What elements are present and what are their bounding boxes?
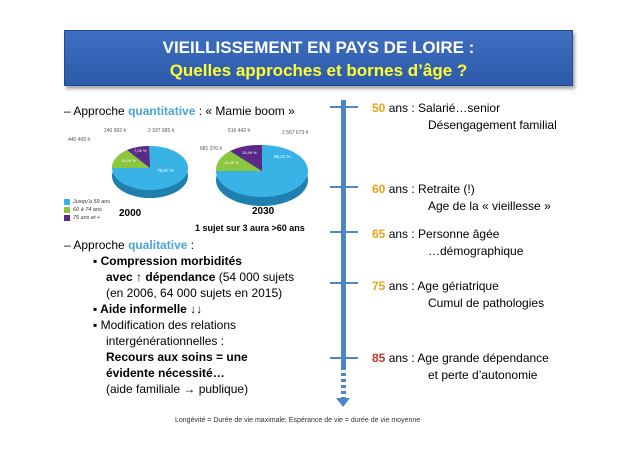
quant-prefix: – Approche xyxy=(64,104,129,118)
pie-2000-purple-slice xyxy=(127,145,150,168)
avec-text: avec xyxy=(106,270,137,284)
title-line-1: VIEILLISSEMENT EN PAYS DE LOIRE : xyxy=(162,38,475,57)
one-in-three-note: 1 sujet sur 3 aura >60 ans xyxy=(195,223,305,233)
age-65-line2: …démographique xyxy=(428,244,524,258)
timeline-tick-60 xyxy=(330,186,358,188)
pie-2000-pct-purple: 7,04 % xyxy=(134,148,147,153)
timeline-entry-50: 50 ans : Salarié…senior xyxy=(372,101,500,116)
aide-text: Aide informelle xyxy=(100,302,191,316)
qual-word: qualitative xyxy=(128,238,188,252)
age-85-unit: ans : xyxy=(385,351,418,365)
qual-suffix: : xyxy=(187,238,195,252)
age-60: 60 xyxy=(372,182,386,196)
pie-2030-label-green: 681 370 h xyxy=(200,146,223,152)
age-85: 85 xyxy=(372,351,386,365)
timeline-entry-75: 75 ans : Age gériatrique xyxy=(372,279,499,294)
bullet-modification-line2: intergénérationnelles : xyxy=(106,334,225,348)
timeline-entry-85: 85 ans : Age grande dépendance xyxy=(372,351,549,366)
legend-swatch-blue xyxy=(64,198,70,205)
pie-2030-purple-slice xyxy=(230,144,262,171)
age-60-unit: ans : xyxy=(385,182,419,196)
legend-label-young: Jusqu’à 59 ans xyxy=(73,199,110,205)
timeline-tick-85 xyxy=(330,357,358,359)
age-75: 75 xyxy=(372,279,386,293)
bullet-aide: ▪ Aide informelle ↓↓ xyxy=(93,302,203,316)
age-50-line2: Désengagement familial xyxy=(428,118,557,132)
age-85-line1: Age grande dépendance xyxy=(417,351,549,365)
timeline-dotted-end xyxy=(341,373,346,399)
pie-2000-label-purple: 240 992 h xyxy=(104,128,127,134)
pie-chart-2030: 65,21 % 16,29 % 15,49 % xyxy=(215,144,308,206)
bullet-compression-text: Compression morbidités xyxy=(100,254,242,268)
age-65-line1: Personne âgée xyxy=(418,227,500,241)
legend-swatch-purple xyxy=(64,214,70,221)
qual-prefix: – Approche xyxy=(64,238,129,252)
timeline-tick-50 xyxy=(330,106,358,108)
timeline-tick-65 xyxy=(330,231,358,233)
pie-2030-label-large: 2 567 673 h xyxy=(282,130,309,136)
legend-item-old: 75 ans et + xyxy=(64,214,110,222)
pie-2030-label-purple: 516 442 h xyxy=(228,128,251,134)
qualitative-heading: – Approche qualitative : xyxy=(64,238,194,253)
pie-2030-pct-purple: 15,49 % xyxy=(242,150,257,155)
pie-2000-label-large: 2 337 985 h xyxy=(148,128,175,134)
timeline-tick-75 xyxy=(330,282,358,284)
age-85-line2: et perte d’autonomie xyxy=(428,368,538,382)
pie-legend: Jusqu’à 59 ans 60 à 74 ans 75 ans et + xyxy=(64,198,110,222)
legend-label-old: 75 ans et + xyxy=(73,215,101,221)
age-75-line1: Age gériatrique xyxy=(417,279,499,293)
age-65: 65 xyxy=(372,227,386,241)
quant-suffix: : « Mamie boom » xyxy=(195,104,295,118)
bullet-modification: ▪ Modification des relations xyxy=(93,318,236,332)
bullet-modification-line4: évidente nécessité… xyxy=(106,366,225,380)
pie-2000-pct-large: 78,87 % xyxy=(157,168,174,173)
double-down-arrow-icon: ↓↓ xyxy=(190,302,203,316)
quant-word: quantitative xyxy=(128,104,196,118)
pie-2030-green-slice xyxy=(215,151,262,171)
up-arrow-icon: ↑ xyxy=(136,270,143,284)
pie-2000-green-slice xyxy=(111,150,150,168)
bullet-compression-line3: (en 2006, 64 000 sujets en 2015) xyxy=(106,286,283,300)
dependance-text: dépendance xyxy=(142,270,216,284)
age-60-line2: Age de la « vieillesse » xyxy=(428,199,551,213)
pie-chart-2000: 78,87 % 15,09 % 7,04 % xyxy=(111,145,188,198)
legend-item-middle: 60 à 74 ans xyxy=(64,206,110,214)
legend-label-middle: 60 à 74 ans xyxy=(73,207,102,213)
pie-2000-year: 2000 xyxy=(119,208,142,219)
pie-2000-pct-green: 15,09 % xyxy=(121,158,136,163)
bullet-compression-line2: avec ↑ dépendance (54 000 sujets xyxy=(106,270,294,285)
bullet-compression: ▪ Compression morbidités xyxy=(93,254,242,268)
subjects-count-text: (54 000 sujets xyxy=(215,270,295,284)
timeline-arrow-icon xyxy=(336,398,350,407)
legend-item-young: Jusqu’à 59 ans xyxy=(64,198,110,206)
age-65-unit: ans : xyxy=(385,227,419,241)
age-50-line1: Salarié…senior xyxy=(418,101,501,115)
pie-2030-year: 2030 xyxy=(252,206,275,217)
title-line-2: Quelles approches et bornes d’âge ? xyxy=(169,61,468,80)
slide-title-banner: VIEILLISSEMENT EN PAYS DE LOIRE : Quelle… xyxy=(64,30,573,86)
quantitative-heading: – Approche quantitative : « Mamie boom » xyxy=(64,104,295,119)
age-60-line1: Retraite (!) xyxy=(418,182,475,196)
bullet-modification-line5: (aide familiale → publique) xyxy=(106,382,249,396)
legend-swatch-green xyxy=(64,206,70,213)
bullet-modification-line3: Recours aux soins = une xyxy=(106,350,248,364)
age-50-unit: ans : xyxy=(385,101,419,115)
pie-2030-pct-large: 65,21 % xyxy=(274,154,291,159)
age-timeline xyxy=(341,100,346,370)
modification-text: Modification des relations xyxy=(100,318,236,332)
age-50: 50 xyxy=(372,101,386,115)
pie-2000-label-green: 440 409 h xyxy=(68,137,91,143)
timeline-entry-65: 65 ans : Personne âgée xyxy=(372,227,499,242)
footnote: Longévité = Durée de vie maximale; Espér… xyxy=(175,417,421,424)
age-75-unit: ans : xyxy=(385,279,418,293)
timeline-entry-60: 60 ans : Retraite (!) xyxy=(372,182,475,197)
pie-2030-pct-green: 16,29 % xyxy=(224,160,239,165)
age-75-line2: Cumul de pathologies xyxy=(428,296,545,310)
